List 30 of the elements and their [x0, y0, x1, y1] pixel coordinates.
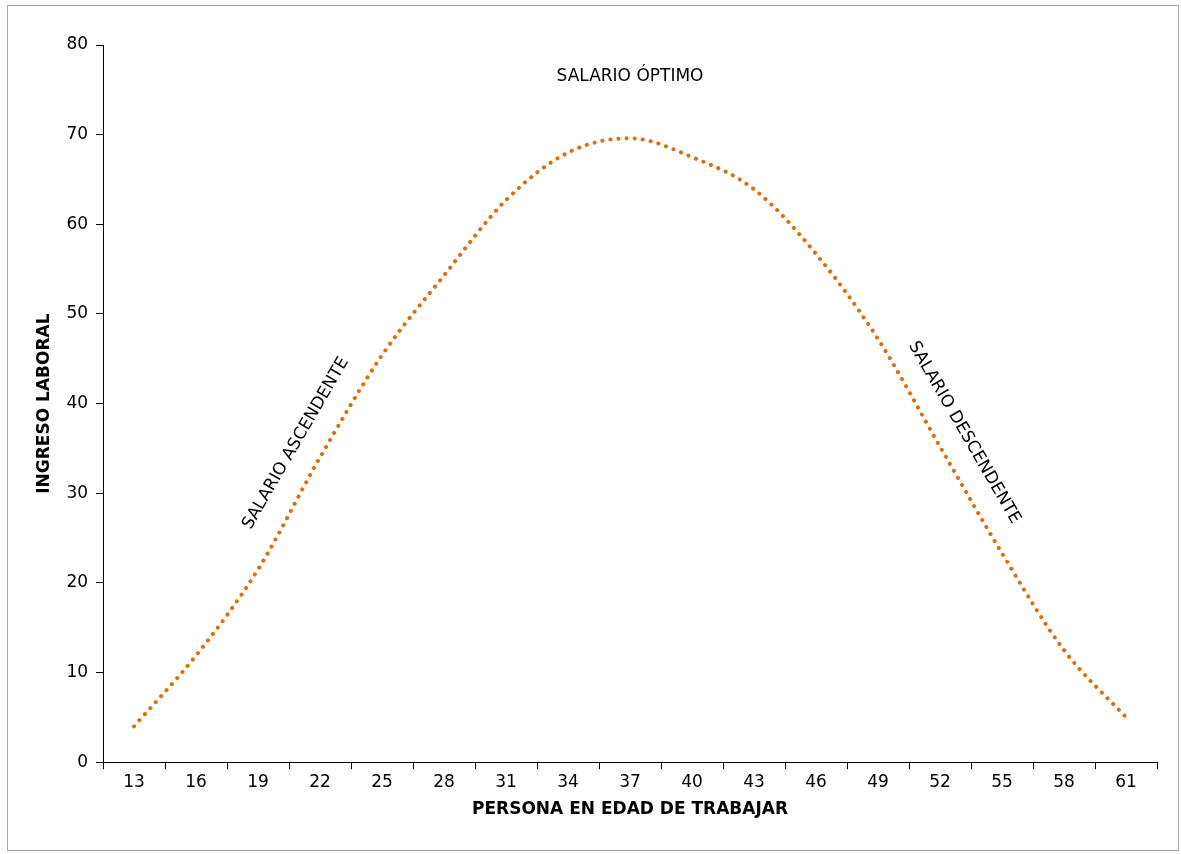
y-tick-label: 40	[66, 392, 89, 413]
y-tick-label: 80	[66, 33, 89, 54]
x-tick-label: 19	[247, 770, 269, 791]
x-tick-label: 49	[867, 770, 889, 791]
y-tick-label: 30	[66, 481, 89, 502]
x-tick-label: 25	[371, 770, 393, 791]
x-tick-label: 16	[185, 770, 207, 791]
x-tick-label: 52	[929, 770, 951, 791]
y-tick-label: 70	[66, 123, 89, 144]
x-tick-label: 37	[619, 770, 641, 791]
x-tick-label: 13	[123, 770, 145, 791]
x-tick-label: 22	[309, 770, 331, 791]
x-tick-label: 28	[433, 770, 455, 791]
y-tick-label: 50	[66, 302, 89, 323]
x-tick-label: 31	[495, 770, 517, 791]
line-series	[132, 136, 1128, 729]
x-tick-label: 34	[557, 770, 579, 791]
x-tick-label: 55	[991, 770, 1013, 791]
y-tick-label: 0	[77, 750, 89, 771]
y-tick-label: 20	[66, 571, 89, 592]
x-tick-label: 61	[1115, 770, 1137, 791]
annotation: SALARIO ÓPTIMO	[556, 64, 704, 86]
x-axis-title: PERSONA EN EDAD DE TRABAJAR	[472, 798, 789, 819]
y-tick-label: 10	[66, 660, 89, 681]
x-tick-label: 58	[1053, 770, 1075, 791]
x-tick-label: 43	[743, 770, 765, 791]
y-axis-title: INGRESO LABORAL	[32, 313, 53, 494]
x-tick-label: 40	[681, 770, 703, 791]
y-tick-label: 60	[66, 212, 89, 233]
x-tick-label: 46	[805, 770, 827, 791]
